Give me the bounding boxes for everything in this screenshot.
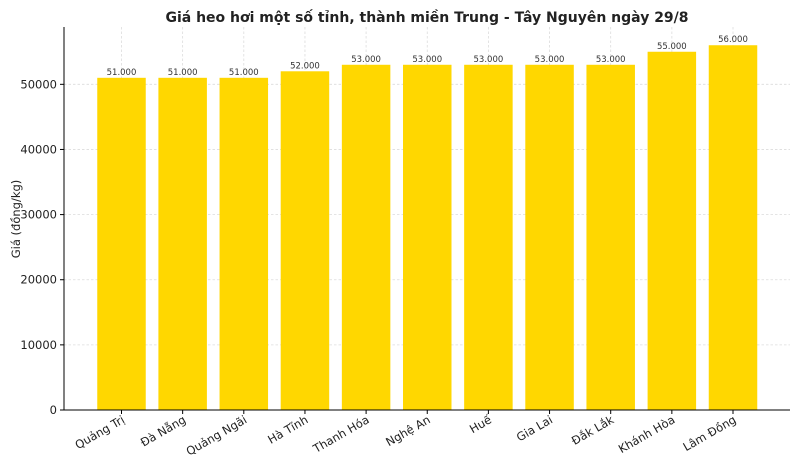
bar: [158, 77, 207, 410]
x-tick-label: Đà Nẵng: [138, 412, 188, 449]
bar-value-label: 56.000: [718, 35, 748, 45]
bar: [97, 77, 146, 410]
x-tick-label: Huế: [467, 412, 495, 436]
x-tick-label: Hà Tĩnh: [265, 412, 310, 446]
x-tick-label: Quảng Ngãi: [184, 412, 250, 458]
bar-value-label: 52.000: [290, 61, 320, 71]
bar-value-label: 53.000: [535, 55, 565, 65]
bar: [647, 51, 697, 410]
bar: [403, 64, 452, 411]
bar-value-label: 53.000: [474, 55, 504, 65]
y-tick-label: 40000: [20, 142, 57, 156]
bar: [341, 64, 391, 411]
x-tick-label: Nghệ An: [383, 412, 433, 449]
y-tick-label: 10000: [20, 338, 57, 352]
y-tick-label: 30000: [20, 208, 57, 222]
x-tick-label: Gia Lai: [514, 412, 555, 444]
y-tick-label: 20000: [20, 273, 57, 287]
bar-value-label: 51.000: [168, 68, 198, 78]
bar: [464, 64, 513, 411]
bar-value-label: 51.000: [107, 68, 137, 78]
bar: [586, 64, 635, 411]
data-labels: 51.000 51.000 51.000 52.000 53.000 53.000 53.0…: [107, 35, 748, 78]
bar: [280, 71, 330, 411]
y-tick-label: 0: [50, 403, 57, 417]
x-tick-label: Lâm Đồng: [681, 412, 739, 454]
bar-value-label: 55.000: [657, 42, 687, 52]
bar-value-label: 53.000: [412, 55, 442, 65]
x-tick-label: Khánh Hòa: [616, 412, 677, 456]
x-tick-label: Đắk Lắk: [569, 412, 616, 447]
bar: [219, 77, 269, 410]
chart-title: Giá heo hơi một số tỉnh, thành miền Trun…: [165, 9, 688, 26]
bar: [525, 64, 574, 411]
x-tick-label: Thanh Hóa: [310, 412, 372, 456]
x-tick-label: Quảng Trị: [72, 412, 127, 452]
y-tick-label: 50000: [20, 77, 57, 91]
bar-value-label: 53.000: [351, 55, 381, 65]
bar-value-label: 51.000: [229, 68, 259, 78]
bar-value-label: 53.000: [596, 55, 626, 65]
bars: [97, 45, 758, 411]
y-axis-label: Giá (đồng/kg): [9, 180, 23, 259]
bar: [708, 45, 758, 410]
